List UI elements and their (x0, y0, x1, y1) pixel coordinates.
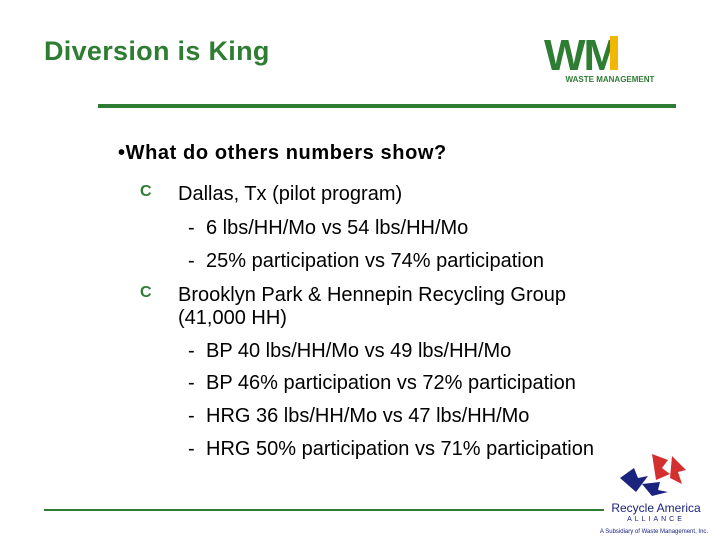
bullet-text: Brooklyn Park & Hennepin Recycling Group (178, 284, 566, 306)
sub-bullet-text: 25% participation vs 74% participation (206, 250, 544, 272)
bullet-mark: C (140, 284, 152, 301)
wm-logo-caption: WASTE MANAGEMENT (566, 75, 655, 84)
bottom-divider (44, 509, 604, 511)
slide-title: Diversion is King (44, 36, 270, 66)
sub-bullet-text: HRG 50% participation vs 71% participati… (206, 438, 594, 460)
sub-bullet-dash: - (188, 217, 195, 239)
wm-logo-letters: WM (544, 31, 618, 80)
sub-bullet-text: 6 lbs/HH/Mo vs 54 lbs/HH/Mo (206, 217, 469, 239)
bullet-mark: C (140, 183, 152, 200)
bullet-text: Dallas, Tx (pilot program) (178, 183, 403, 205)
waste-management-logo: WM WASTE MANAGEMENT (544, 31, 672, 84)
sub-bullet-dash: - (188, 405, 195, 427)
bullet-text: (41,000 HH) (178, 307, 287, 329)
sub-bullet-dash: - (188, 340, 195, 362)
main-bullet: •What do others numbers show? (118, 142, 447, 164)
recycle-arrows-icon (620, 454, 686, 496)
top-divider (98, 104, 676, 108)
sub-bullet-text: BP 46% participation vs 72% participatio… (206, 372, 576, 394)
recycle-america-subsidiary: A Subsidiary of Waste Management, Inc. (599, 529, 709, 535)
sub-bullet-text: BP 40 lbs/HH/Mo vs 49 lbs/HH/Mo (206, 340, 512, 362)
sub-bullet-dash: - (188, 438, 195, 460)
sub-bullet-text: HRG 36 lbs/HH/Mo vs 47 lbs/HH/Mo (206, 405, 530, 427)
sub-bullet-dash: - (188, 372, 195, 394)
recycle-america-alliance: ALLIANCE (627, 516, 685, 523)
recycle-america-name: Recycle America (611, 501, 701, 515)
sub-bullet-dash: - (188, 250, 195, 272)
